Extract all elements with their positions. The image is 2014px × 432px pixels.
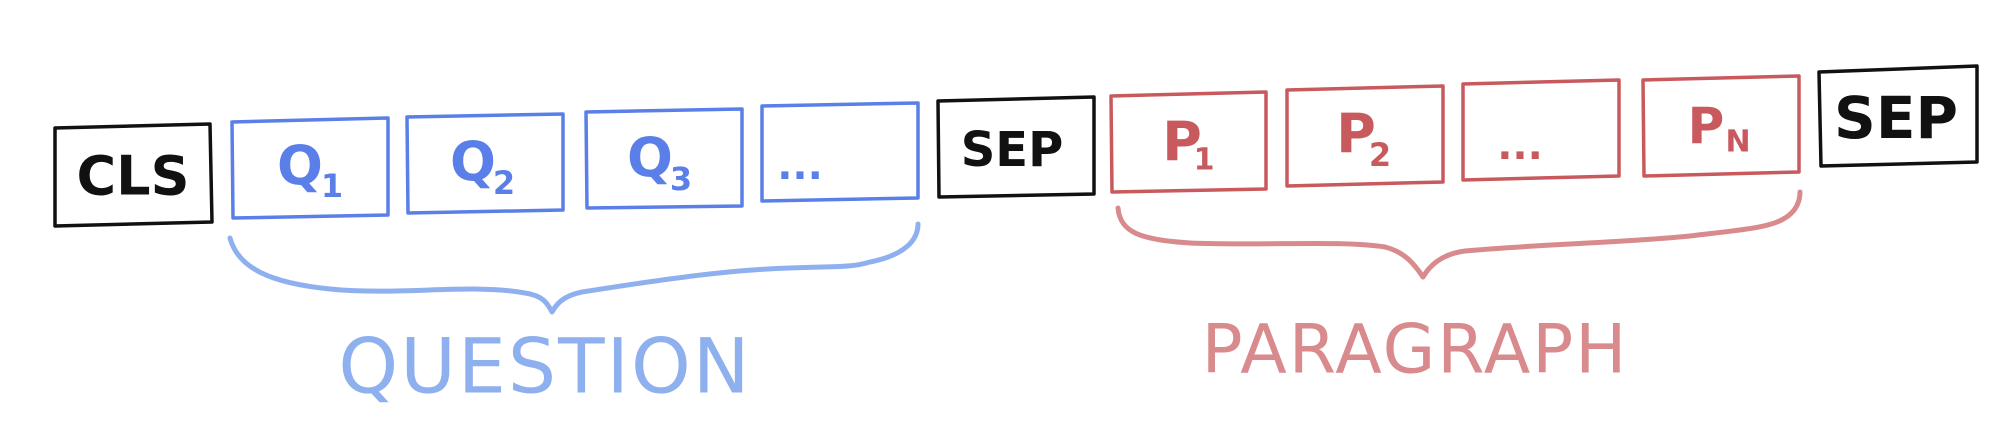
token-cls: CLS [53, 122, 214, 228]
token-p1: P 1 [1109, 90, 1268, 194]
token-q1-label: Q [277, 135, 323, 198]
token-cls-box [53, 122, 214, 228]
token-q3: Q 3 [584, 107, 744, 210]
token-pn-subscript: N [1725, 125, 1750, 160]
token-pn-label: P [1688, 97, 1725, 155]
token-sep-1: SEP [936, 95, 1096, 199]
token-q1-box [230, 116, 390, 220]
token-q3-box [584, 107, 744, 210]
token-question-ellipsis-label: ... [777, 143, 823, 189]
token-p1-label: P [1162, 111, 1202, 174]
token-question-ellipsis: ... [760, 101, 920, 203]
token-pn: P N [1641, 74, 1801, 178]
token-sep-1-box [936, 95, 1096, 199]
token-sep-2-box [1817, 64, 1979, 168]
token-p1-box [1109, 90, 1268, 194]
paragraph-brace [1115, 189, 1803, 280]
token-sep-2-label: SEP [1834, 84, 1958, 152]
token-pn-box [1641, 74, 1801, 178]
token-question-ellipsis-box [760, 101, 920, 203]
token-paragraph-ellipsis: ... [1461, 78, 1621, 182]
token-q3-subscript: 3 [670, 160, 692, 198]
token-sep-1-label: SEP [961, 122, 1064, 178]
token-q2-subscript: 2 [493, 164, 515, 202]
token-q1: Q 1 [230, 116, 390, 220]
token-paragraph-ellipsis-box [1461, 78, 1621, 182]
token-cls-label: CLS [77, 145, 190, 208]
token-q3-label: Q [627, 127, 673, 190]
token-q1-subscript: 1 [321, 167, 343, 205]
token-p2: P 2 [1285, 84, 1445, 188]
token-sequence: CLS Q 1 Q 2 Q 3 ... SEP P 1 [53, 64, 1979, 228]
token-p1-subscript: 1 [1194, 143, 1215, 178]
token-p2-box [1285, 84, 1445, 188]
token-q2-label: Q [450, 131, 496, 194]
token-p2-label: P [1336, 103, 1376, 166]
question-brace [227, 221, 921, 315]
token-p2-subscript: 2 [1369, 136, 1391, 174]
token-paragraph-ellipsis-label: ... [1497, 123, 1543, 169]
token-q2-box [405, 112, 565, 215]
token-sep-2: SEP [1817, 64, 1979, 168]
token-q2: Q 2 [405, 112, 565, 215]
paragraph-group-label: PARAGRAPH [1202, 311, 1629, 390]
question-group-label: QUESTION [338, 322, 751, 411]
